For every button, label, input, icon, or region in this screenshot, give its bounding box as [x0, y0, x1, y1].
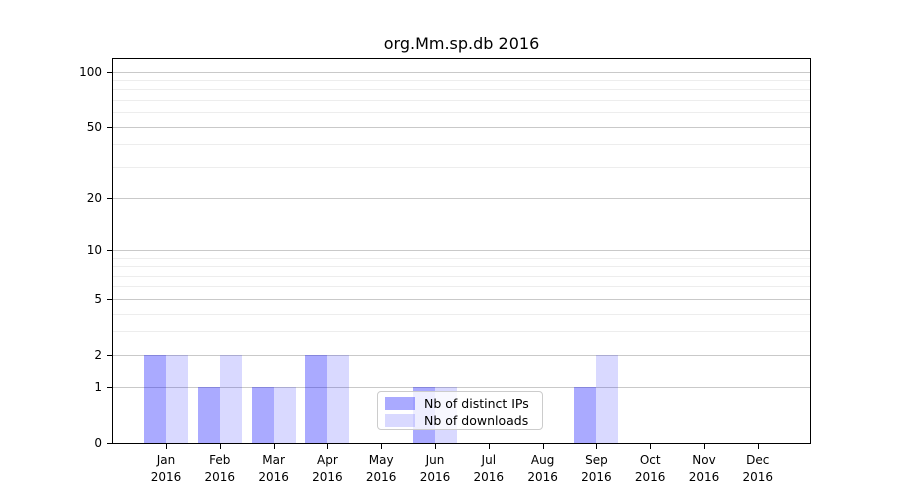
minor-gridline: [113, 313, 810, 315]
x-axis-tick-label: Jun 2016: [419, 453, 451, 484]
y-axis-tick: [107, 298, 112, 300]
x-axis-tick-label: Oct 2016: [634, 453, 666, 484]
bar-apr-distinct-ips: [305, 354, 328, 443]
minor-gridline: [113, 89, 810, 91]
x-axis-tick: [757, 444, 759, 449]
bar-mar-distinct-ips: [251, 387, 274, 443]
legend-label-distinct-ips: Nb of distinct IPs: [424, 395, 529, 411]
legend-item-distinct-ips: Nb of distinct IPs: [378, 395, 542, 411]
minor-gridline: [113, 79, 810, 81]
major-gridline: [113, 387, 810, 389]
x-axis-tick-label: Jan 2016: [150, 453, 182, 484]
x-axis-tick-label: Mar 2016: [258, 453, 289, 484]
legend-swatch-downloads: [385, 413, 415, 427]
major-gridline: [113, 126, 810, 128]
major-gridline: [113, 71, 810, 73]
x-axis-tick-label: May 2016: [365, 453, 397, 484]
minor-gridline: [113, 144, 810, 146]
y-axis-tick-label: 50: [86, 119, 102, 134]
minor-gridline: [113, 99, 810, 101]
x-axis-tick: [596, 444, 598, 449]
minor-gridline: [113, 266, 810, 268]
y-axis-tick-label: 2: [94, 347, 102, 362]
y-axis-tick-label: 5: [94, 291, 102, 306]
major-gridline: [113, 354, 810, 356]
x-axis-tick-label: Apr 2016: [312, 453, 343, 484]
x-axis-tick: [650, 444, 652, 449]
y-axis-tick: [107, 197, 112, 199]
y-axis-tick-label: 1: [94, 380, 102, 395]
x-axis-tick: [327, 444, 329, 449]
y-axis-tick: [107, 126, 112, 128]
x-axis-tick: [273, 444, 275, 449]
bar-apr-downloads: [327, 354, 350, 443]
bar-mar-downloads: [273, 387, 296, 443]
x-axis-tick: [542, 444, 544, 449]
bar-sep-downloads: [596, 354, 619, 443]
x-axis-tick: [488, 444, 490, 449]
x-axis-tick: [704, 444, 705, 449]
plot-area: [112, 58, 811, 444]
minor-gridline: [113, 112, 810, 114]
legend-item-downloads: Nb of downloads: [378, 412, 542, 428]
bar-sep-distinct-ips: [574, 387, 597, 443]
x-axis-tick: [381, 444, 383, 449]
bar-feb-downloads: [219, 354, 242, 443]
y-axis-tick-label: 100: [79, 64, 102, 79]
x-axis-tick: [219, 444, 221, 449]
y-axis-tick-label: 10: [86, 243, 102, 257]
y-axis-tick: [107, 387, 112, 389]
x-axis-tick-label: Dec 2016: [742, 453, 774, 484]
y-axis-tick: [107, 250, 112, 251]
x-axis-tick-label: Sep 2016: [581, 453, 612, 484]
y-axis-tick: [107, 354, 112, 356]
y-axis-tick-label: 20: [86, 190, 102, 205]
x-axis-tick: [435, 444, 436, 449]
major-gridline: [113, 197, 810, 199]
y-axis-tick: [107, 71, 112, 73]
x-axis-tick-label: Aug 2016: [527, 453, 558, 484]
x-axis-tick-label: Jul 2016: [473, 453, 505, 484]
minor-gridline: [113, 166, 810, 168]
legend-swatch-distinct-ips: [385, 396, 415, 410]
minor-gridline: [113, 275, 810, 277]
x-axis-tick-label: Feb 2016: [204, 453, 236, 484]
legend-label-downloads: Nb of downloads: [424, 412, 529, 428]
bar-jan-downloads: [166, 354, 188, 443]
y-axis-tick-label: 0: [94, 436, 102, 450]
bar-jan-distinct-ips: [144, 354, 166, 443]
legend: Nb of distinct IPs Nb of downloads: [377, 391, 543, 430]
y-axis-tick: [107, 443, 112, 444]
major-gridline: [113, 250, 810, 251]
x-axis-tick: [166, 444, 167, 449]
minor-gridline: [113, 257, 810, 259]
x-axis-tick-label: Nov 2016: [688, 453, 720, 484]
bar-feb-distinct-ips: [197, 387, 220, 443]
minor-gridline: [113, 331, 810, 333]
minor-gridline: [113, 286, 810, 288]
major-gridline: [113, 298, 810, 300]
chart-title: org.Mm.sp.db 2016: [383, 34, 540, 53]
